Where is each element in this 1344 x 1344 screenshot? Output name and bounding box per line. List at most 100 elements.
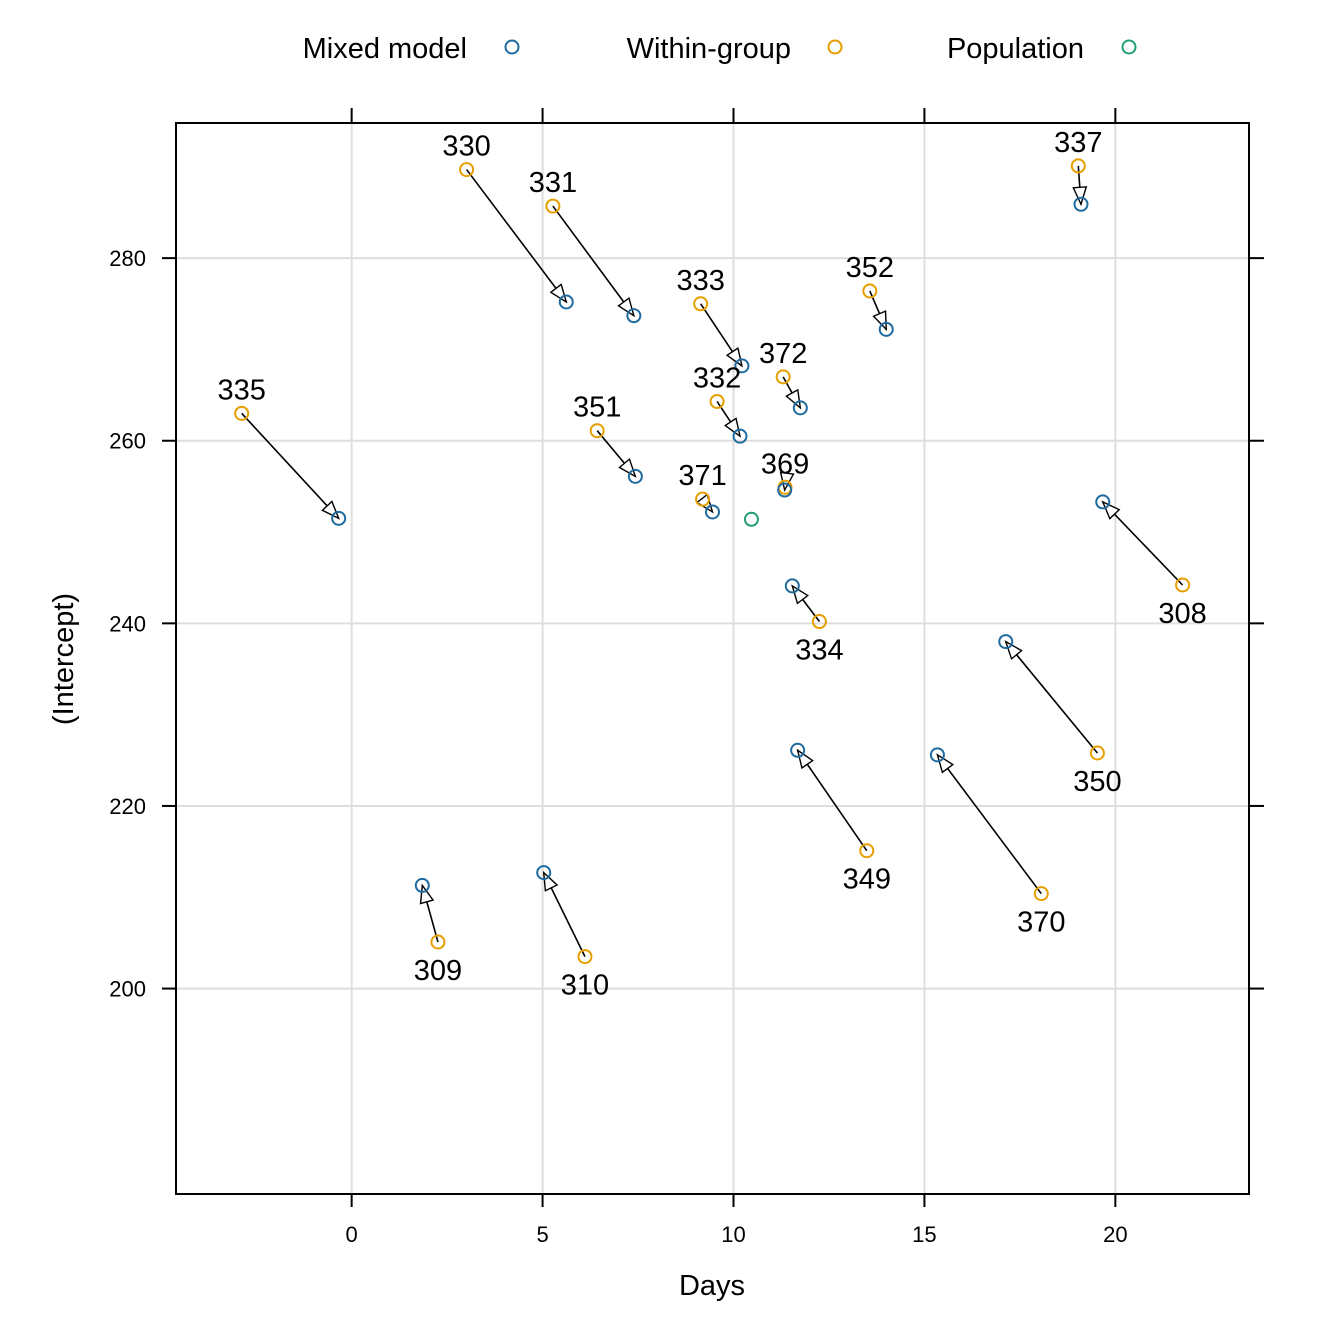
legend-item-0: Mixed model	[303, 33, 520, 65]
within-group-point-337	[1070, 158, 1086, 174]
arrow-head	[1072, 186, 1088, 207]
within-group-point-309	[430, 934, 446, 950]
mixed-model-point-308	[1095, 494, 1111, 510]
legend-label: Within-group	[627, 33, 791, 65]
legend-label: Population	[947, 33, 1084, 65]
mixed-model-point-371	[705, 504, 720, 520]
shrinkage-arrow-371	[695, 493, 714, 514]
within-group-point-334	[811, 614, 827, 630]
within-group-point-350	[1089, 745, 1105, 761]
shrinkage-arrow-333	[699, 303, 743, 368]
within-group-point-372	[775, 369, 791, 385]
shrinkage-arrow-370	[936, 753, 1042, 895]
label-layer: 308 309 310 330 331 332 333 334 335 337 349 350 351 3…	[217, 127, 1206, 1002]
within-group-point-332	[709, 393, 725, 409]
subject-label-330: 330	[442, 131, 490, 163]
legend: Mixed model Within-group Population	[303, 33, 1137, 65]
mixed-model-point-332	[732, 428, 748, 444]
arrow-head	[419, 883, 435, 905]
tick-layer: 0 5 10 15 20 200 220 240 260 280	[109, 108, 1264, 1247]
shrinkage-arrow-309	[419, 883, 439, 943]
mixed-model-point-337	[1073, 196, 1089, 212]
subject-label-310: 310	[561, 970, 609, 1002]
shrinkage-arrow-372	[782, 376, 802, 410]
arrow-line	[241, 412, 340, 519]
subject-label-332: 332	[693, 362, 741, 394]
within-group-point-331	[545, 198, 561, 214]
arrow-head	[936, 753, 955, 774]
mixed-model-point-335	[331, 510, 347, 526]
y-tick-label: 200	[109, 977, 146, 1002]
shrinkage-arrow-349	[796, 748, 868, 852]
subject-label-369: 369	[761, 448, 809, 480]
legend-marker	[827, 39, 843, 55]
subject-label-309: 309	[414, 955, 462, 987]
arrow-head	[618, 457, 637, 478]
subject-label-333: 333	[676, 265, 724, 297]
shrinkage-arrow-335	[241, 412, 340, 520]
subject-label-350: 350	[1073, 766, 1121, 798]
mixed-model-point-310	[536, 865, 552, 881]
subject-label-352: 352	[846, 252, 894, 284]
arrow-line	[936, 754, 1042, 895]
subject-label-372: 372	[759, 338, 807, 370]
shrinkage-arrow-351	[596, 430, 637, 478]
x-axis-label: Days	[679, 1270, 745, 1302]
arrow-line	[465, 169, 567, 303]
arrow-head	[791, 584, 810, 605]
within-group-point-330	[459, 162, 475, 178]
y-tick-label: 280	[109, 246, 146, 271]
subject-label-337: 337	[1054, 127, 1102, 159]
legend-label: Mixed model	[303, 33, 467, 65]
arrow-line	[1102, 501, 1184, 586]
subject-label-335: 335	[217, 374, 265, 406]
mixed-model-point-351	[627, 468, 643, 484]
legend-marker	[1121, 39, 1137, 55]
mixed-model-point-349	[790, 742, 806, 758]
mixed-model-point-333	[734, 358, 750, 374]
subject-label-371: 371	[678, 460, 726, 492]
x-tick-label: 5	[536, 1222, 548, 1247]
x-tick-label: 10	[721, 1222, 745, 1247]
within-group-point-352	[862, 283, 878, 299]
subject-label-331: 331	[529, 167, 577, 199]
y-tick-label: 240	[109, 611, 146, 636]
subject-label-349: 349	[843, 864, 891, 896]
plot-frame	[175, 122, 1250, 1195]
arrow-head	[1004, 640, 1023, 661]
population-point	[743, 511, 759, 527]
within-group-point-310	[577, 949, 593, 965]
mixed-model-point-352	[878, 321, 894, 337]
within-group-point-349	[859, 843, 875, 859]
point-layer	[234, 158, 1191, 965]
legend-item-2: Population	[947, 33, 1137, 65]
subject-label-334: 334	[795, 635, 843, 667]
mixed-model-point-331	[626, 308, 642, 324]
subject-label-308: 308	[1158, 598, 1206, 630]
arrow-line	[1005, 641, 1099, 754]
legend-item-1: Within-group	[627, 33, 843, 65]
x-tick-label: 0	[346, 1222, 358, 1247]
x-tick-label: 20	[1103, 1222, 1127, 1247]
arrow-head	[695, 493, 714, 514]
y-tick-label: 220	[109, 794, 146, 819]
within-group-point-335	[234, 405, 250, 421]
arrow-line	[552, 205, 635, 317]
subject-label-370: 370	[1017, 907, 1065, 939]
within-group-point-308	[1175, 577, 1191, 593]
y-axis-label: (Intercept)	[48, 593, 80, 725]
mixed-model-point-370	[929, 747, 945, 763]
mixed-model-point-309	[414, 877, 430, 893]
grid-layer	[176, 123, 1249, 1194]
mixed-model-point-372	[792, 400, 808, 416]
within-group-point-351	[589, 423, 605, 439]
subject-label-351: 351	[573, 392, 621, 424]
within-group-point-333	[693, 296, 709, 312]
shrinkage-arrow-310	[542, 870, 586, 957]
arrow-head	[617, 296, 636, 318]
mixed-model-point-334	[784, 578, 800, 594]
within-group-point-371	[695, 491, 711, 507]
arrow-line	[796, 749, 868, 852]
legend-marker	[504, 39, 520, 55]
